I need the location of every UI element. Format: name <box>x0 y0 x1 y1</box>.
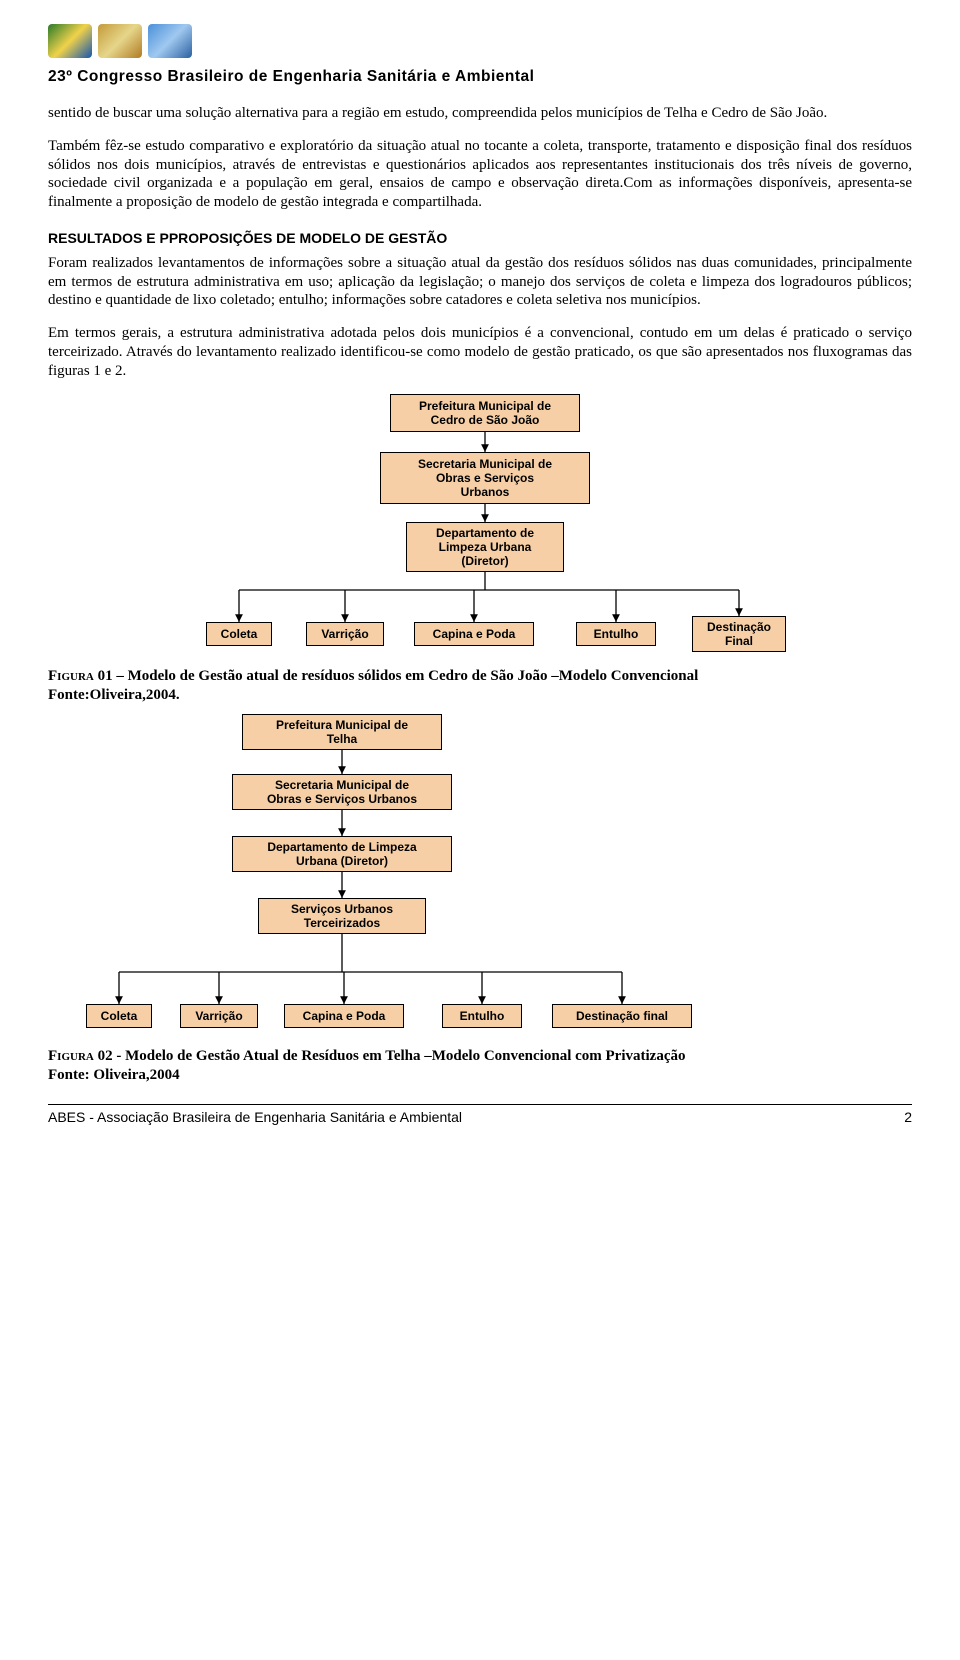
section-heading: RESULTADOS E PPROPOSIÇÕES DE MODELO DE G… <box>48 230 912 246</box>
footer-page-number: 2 <box>904 1109 912 1125</box>
figure-1-label-rest: 01 – Modelo de Gestão atual de resíduos … <box>94 668 698 684</box>
flowchart-node: Coleta <box>86 1004 152 1028</box>
flowchart-node: Secretaria Municipal deObras e Serviços … <box>232 774 452 810</box>
figure-1-caption: Figura 01 – Modelo de Gestão atual de re… <box>48 668 912 685</box>
flowchart-node: Entulho <box>442 1004 522 1028</box>
paragraph-4: Em termos gerais, a estrutura administra… <box>48 324 912 380</box>
flowchart-node: Coleta <box>206 622 272 646</box>
flowchart-node: Departamento deLimpeza Urbana(Diretor) <box>406 522 564 572</box>
paragraph-1: sentido de buscar uma solução alternativ… <box>48 104 912 123</box>
flowchart-node: Varrição <box>306 622 384 646</box>
figure-2-source: Fonte: Oliveira,2004 <box>48 1067 912 1084</box>
figure-2-label-sc: Figura <box>48 1048 94 1064</box>
flowchart-node: Secretaria Municipal deObras e ServiçosU… <box>380 452 590 504</box>
flowchart-node: Departamento de LimpezaUrbana (Diretor) <box>232 836 452 872</box>
flowchart-node: Destinação final <box>552 1004 692 1028</box>
figure-2-label-rest: 02 - Modelo de Gestão Atual de Resíduos … <box>94 1048 686 1064</box>
paragraph-2: Também fêz-se estudo comparativo e explo… <box>48 137 912 212</box>
flowchart-node: Serviços UrbanosTerceirizados <box>258 898 426 934</box>
figure-2-caption: Figura 02 - Modelo de Gestão Atual de Re… <box>48 1048 912 1065</box>
page-header-title: 23º Congresso Brasileiro de Engenharia S… <box>48 68 912 86</box>
flowchart-2: Prefeitura Municipal deTelha Secretaria M… <box>48 714 912 1044</box>
logo-3 <box>148 24 192 58</box>
paragraph-3: Foram realizados levantamentos de inform… <box>48 254 912 310</box>
figure-1-label-sc: Figura <box>48 668 94 684</box>
flowchart-node: Capina e Poda <box>284 1004 404 1028</box>
figure-1-source: Fonte:Oliveira,2004. <box>48 687 912 704</box>
flowchart-node: Capina e Poda <box>414 622 534 646</box>
footer-left: ABES - Associação Brasileira de Engenhar… <box>48 1109 462 1125</box>
flowchart-node: Varrição <box>180 1004 258 1028</box>
page-footer: ABES - Associação Brasileira de Engenhar… <box>48 1104 912 1125</box>
flowchart-node: Prefeitura Municipal deCedro de São João <box>390 394 580 432</box>
flowchart-node: Prefeitura Municipal deTelha <box>242 714 442 750</box>
logo-2 <box>98 24 142 58</box>
logo-1 <box>48 24 92 58</box>
header-logos <box>48 24 912 58</box>
flowchart-node: DestinaçãoFinal <box>692 616 786 652</box>
flowchart-1: Prefeitura Municipal deCedro de São João… <box>48 394 912 664</box>
flowchart-node: Entulho <box>576 622 656 646</box>
